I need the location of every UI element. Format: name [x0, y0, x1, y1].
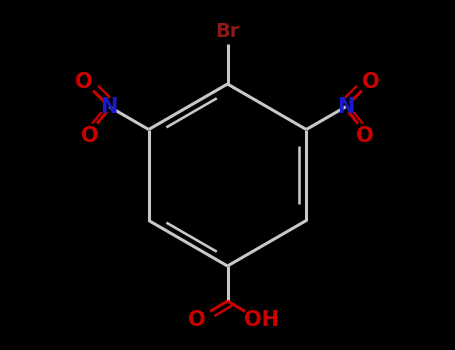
Text: O: O — [188, 310, 206, 330]
Text: O: O — [362, 71, 380, 92]
Text: N: N — [337, 97, 354, 117]
Text: N: N — [101, 97, 118, 117]
Text: OH: OH — [244, 310, 279, 330]
Text: O: O — [356, 126, 374, 146]
Text: Br: Br — [215, 22, 240, 41]
Text: O: O — [81, 126, 99, 146]
Text: O: O — [75, 71, 93, 92]
